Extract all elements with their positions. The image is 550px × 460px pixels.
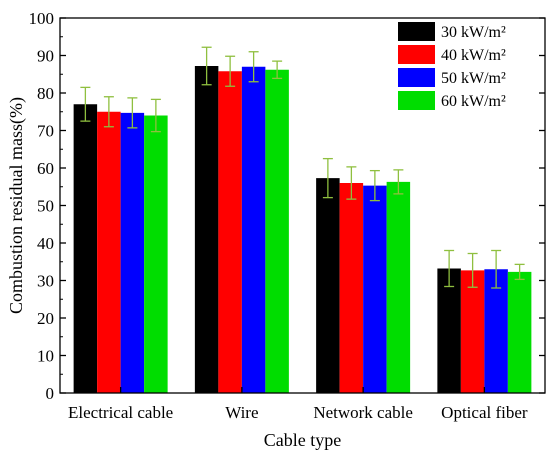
error-bars-layer [80,46,525,289]
bar [316,178,340,393]
bar [241,66,266,393]
error-bar [248,51,259,83]
bar [120,112,145,393]
y-tick-label: 20 [37,309,54,328]
error-bar [346,166,357,200]
error-bar [272,60,283,80]
error-bar [393,169,404,195]
legend: 30 kW/m² 40 kW/m² 50 kW/m² 60 kW/m² [398,22,506,110]
legend-swatch [398,22,435,41]
y-tick-label: 80 [37,84,54,103]
bar [97,111,121,393]
bar [218,71,242,393]
y-tick-label: 90 [37,47,54,66]
x-tick-label: Optical fiber [441,403,528,422]
bar [484,269,508,393]
axes-layer: 0 10 20 30 40 50 60 70 80 90 100 Electrical cable Wi… [29,9,546,422]
y-tick-label: 40 [37,234,54,253]
x-tick-label: Electrical cable [68,403,173,422]
bars-layer [73,66,532,393]
y-tick-label: 0 [46,384,55,403]
bar [363,185,387,393]
error-bar [491,249,502,289]
y-tick-label: 10 [37,347,54,366]
error-bar [514,263,525,281]
error-bar [201,46,212,86]
legend-label: 60 kW/m² [441,93,506,110]
error-bar [127,97,138,129]
y-tick-label: 70 [37,122,54,141]
legend-swatch [398,45,435,64]
bar [339,183,364,393]
bar [507,271,532,393]
error-bar [467,252,478,288]
error-bar [150,98,161,133]
x-axis-title: Cable type [264,430,341,450]
y-tick-label: 100 [29,9,55,28]
bar [460,270,485,393]
x-tick-label: Network cable [313,403,413,422]
bar [265,69,289,393]
y-tick-label: 30 [37,272,54,291]
bar [194,66,219,393]
legend-label: 30 kW/m² [441,24,506,41]
y-tick-label: 60 [37,159,54,178]
error-bar [444,249,455,288]
error-bar [322,157,333,199]
bar [144,115,168,393]
bar [437,268,461,393]
error-bar [103,96,114,128]
legend-swatch [398,68,435,87]
error-bar [225,55,236,87]
legend-swatch [398,91,435,110]
y-tick-label: 50 [37,197,54,216]
error-bar [369,169,380,202]
legend-label: 50 kW/m² [441,70,506,87]
bar [73,104,98,393]
bar [386,181,411,393]
y-axis-title: Combustion residual mass(%) [6,97,27,314]
x-tick-label: Wire [225,403,258,422]
error-bar [80,86,91,122]
legend-label: 40 kW/m² [441,47,506,64]
